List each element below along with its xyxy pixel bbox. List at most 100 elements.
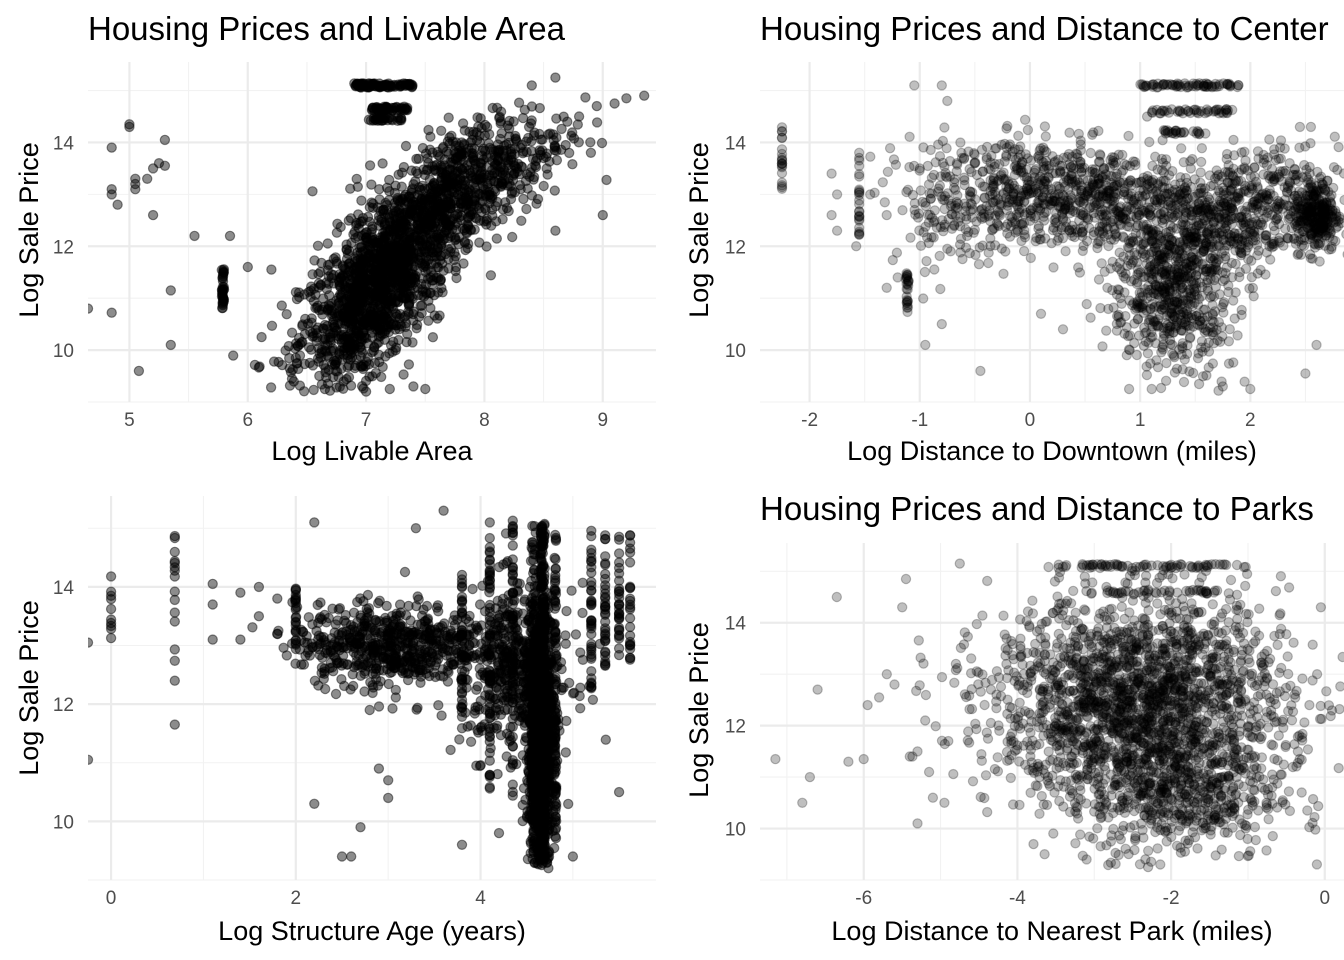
data-point	[284, 380, 296, 391]
data-point	[346, 310, 357, 322]
data-point	[339, 308, 350, 319]
data-point	[371, 266, 382, 277]
data-point	[1220, 217, 1232, 228]
data-point	[358, 282, 369, 293]
data-point	[1177, 108, 1189, 119]
data-point	[297, 320, 308, 332]
data-point	[383, 263, 394, 274]
data-point	[357, 254, 368, 265]
data-point	[484, 142, 495, 153]
data-point	[1174, 274, 1185, 285]
data-point	[389, 252, 400, 263]
data-point	[314, 370, 325, 382]
data-point	[381, 182, 393, 193]
data-point	[1170, 125, 1181, 136]
data-point	[485, 270, 497, 281]
data-point	[371, 296, 383, 307]
data-point	[403, 197, 414, 209]
data-point	[402, 267, 414, 279]
data-point	[433, 229, 445, 240]
data-point	[410, 204, 421, 215]
data-point	[388, 243, 400, 254]
data-point	[316, 344, 328, 355]
data-point	[1262, 152, 1273, 163]
data-point	[356, 381, 368, 392]
data-point	[380, 325, 392, 336]
data-point	[344, 245, 355, 256]
data-point	[459, 237, 470, 248]
data-point	[399, 231, 410, 242]
data-point	[377, 236, 388, 248]
data-point	[368, 248, 379, 259]
data-point	[400, 292, 411, 304]
data-point	[313, 342, 324, 354]
data-point	[435, 223, 447, 234]
data-point	[375, 327, 386, 339]
data-point	[405, 246, 416, 257]
data-point	[1158, 78, 1169, 90]
data-point	[337, 311, 348, 322]
data-point	[417, 207, 428, 219]
data-point	[476, 172, 487, 183]
data-point	[390, 345, 401, 356]
data-point	[416, 258, 428, 269]
data-point	[532, 193, 544, 205]
data-point	[344, 258, 355, 269]
data-point	[441, 214, 452, 226]
data-point	[364, 320, 375, 332]
data-point	[342, 248, 354, 259]
data-point	[319, 301, 330, 312]
data-point	[439, 154, 450, 165]
data-point	[424, 287, 436, 299]
data-point	[1219, 274, 1231, 285]
data-point	[355, 292, 366, 303]
data-point	[372, 278, 383, 289]
data-point	[323, 299, 334, 311]
data-point	[446, 130, 457, 141]
data-point	[398, 224, 410, 236]
data-point	[461, 203, 472, 214]
data-point	[336, 337, 347, 348]
data-point	[419, 215, 430, 227]
data-point	[443, 253, 454, 265]
data-point	[449, 219, 461, 231]
data-point	[341, 342, 352, 354]
data-point	[399, 245, 410, 256]
data-point	[374, 291, 385, 302]
data-point	[254, 361, 265, 372]
data-point	[384, 268, 396, 280]
data-point	[1007, 151, 1018, 162]
data-point	[509, 168, 520, 179]
data-point	[1240, 155, 1251, 166]
data-point	[366, 327, 378, 338]
data-point	[343, 360, 355, 371]
data-point	[367, 271, 378, 283]
data-point	[449, 254, 460, 266]
data-point	[311, 335, 322, 347]
data-point	[499, 175, 510, 186]
data-point	[404, 226, 416, 238]
data-point	[428, 247, 439, 258]
data-point	[429, 218, 440, 229]
data-point	[1081, 298, 1092, 310]
data-point	[1125, 276, 1137, 287]
data-point	[412, 234, 423, 246]
data-point	[378, 208, 390, 219]
data-point	[346, 305, 358, 316]
data-point	[334, 300, 345, 311]
data-point	[404, 241, 415, 252]
data-point	[322, 305, 333, 316]
data-point	[390, 308, 401, 319]
data-point	[358, 283, 369, 294]
data-point	[425, 217, 436, 228]
data-point	[1039, 199, 1051, 210]
data-point	[1144, 197, 1155, 208]
data-point	[403, 255, 414, 266]
data-point	[359, 288, 371, 299]
data-point	[364, 248, 375, 260]
data-point	[462, 242, 473, 254]
data-point	[390, 290, 401, 301]
data-point	[426, 247, 438, 258]
data-point	[1100, 325, 1112, 336]
data-point	[398, 216, 410, 228]
